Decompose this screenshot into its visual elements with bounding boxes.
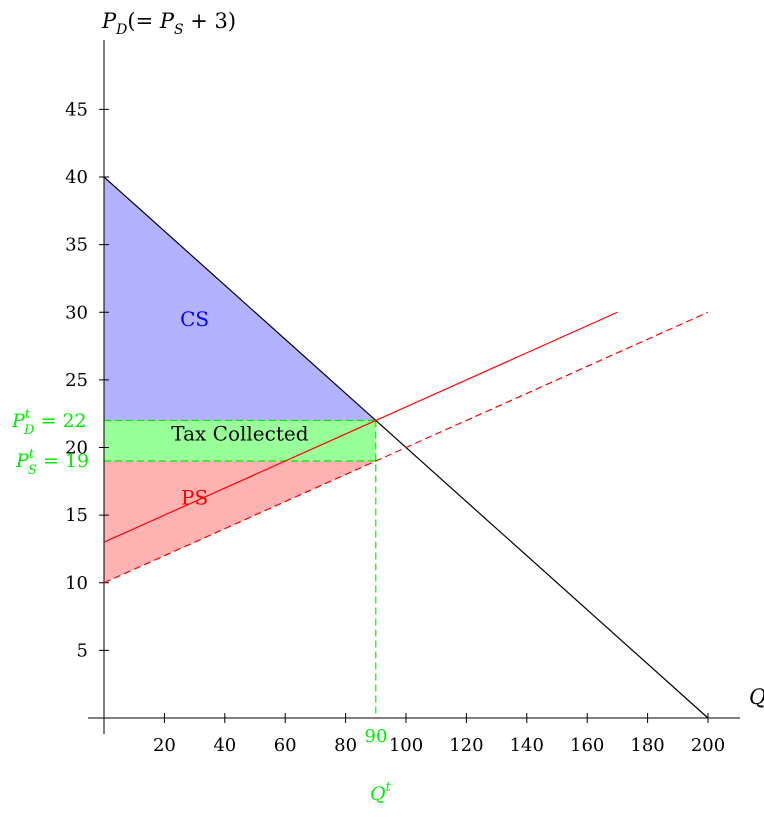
y-tick-label-5: 5 [77, 640, 88, 661]
x-axis-title: Q [749, 685, 764, 709]
axes [88, 40, 740, 734]
y-tick-label-20: 20 [65, 438, 88, 459]
guide-lines [104, 419, 377, 718]
x-tick-label-100: 100 [389, 735, 423, 756]
x-tick-label-160: 160 [570, 735, 604, 756]
q-symbol: Qt [370, 780, 392, 805]
x-tick-label-140: 140 [510, 735, 544, 756]
ps-annotation: Pt S = 19 [15, 447, 89, 478]
y-tick-label-25: 25 [65, 370, 88, 391]
pd-annotation: Pt D = 22 [11, 407, 87, 438]
y-tick-label-35: 35 [65, 235, 88, 256]
x-tick-label-180: 180 [630, 735, 664, 756]
series-supply [103, 311, 709, 584]
x-tick-label-120: 120 [449, 735, 483, 756]
x-tick-label-80: 80 [334, 735, 357, 756]
region-label-tax-collected: Tax Collected [171, 422, 308, 446]
y-tick-label-45: 45 [65, 99, 88, 120]
q-value-label: 90 [365, 726, 388, 747]
x-tick-label-200: 200 [691, 735, 725, 756]
y-tick-label-30: 30 [65, 302, 88, 323]
x-tick-label-20: 20 [153, 735, 176, 756]
x-tick-label-60: 60 [274, 735, 297, 756]
region-label-cs: CS [180, 307, 209, 331]
y-tick-label-10: 10 [65, 573, 88, 594]
series-supply-shifted [103, 311, 618, 543]
x-tick-label-40: 40 [213, 735, 236, 756]
region-label-ps: PS [181, 485, 208, 509]
y-tick-label-15: 15 [65, 505, 88, 526]
labels: 20 40 60 80 100 120 140 160 180 200 5 10 15 20 25 30 35 4… [65, 99, 725, 756]
y-tick-label-40: 40 [65, 167, 88, 188]
curves [103, 176, 709, 719]
y-axis-title: PD(= PS + 3) [101, 9, 236, 38]
